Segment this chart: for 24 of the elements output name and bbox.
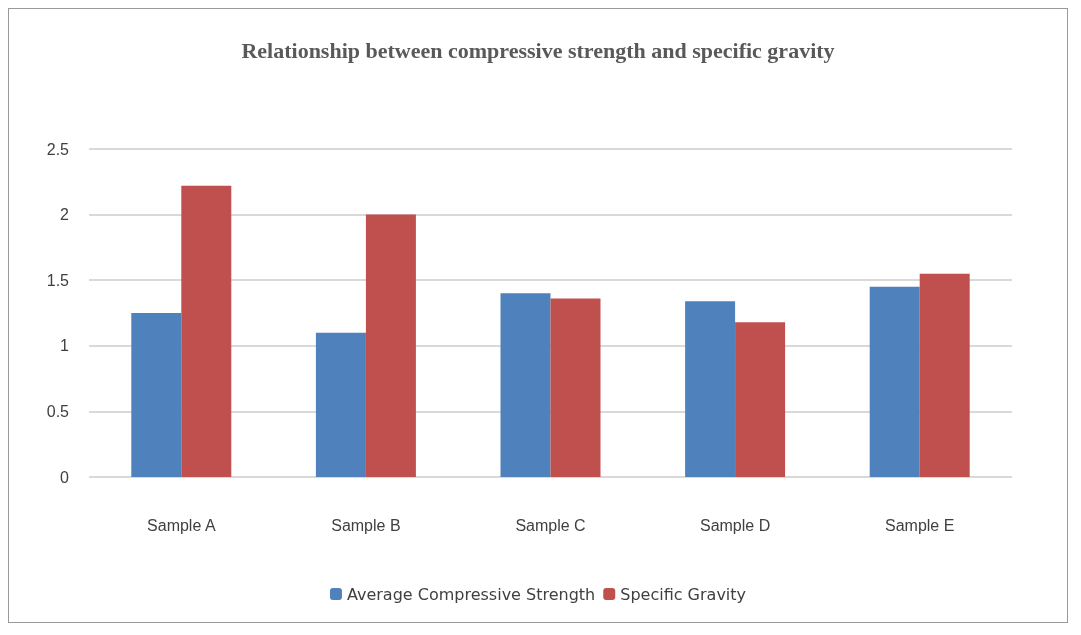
y-tick-label: 1.5: [46, 271, 70, 289]
bar: [685, 301, 736, 477]
x-tick-label: Sample B: [331, 516, 401, 534]
legend-label: Specific Gravity: [620, 584, 747, 604]
legend-label: Average Compressive Strength: [346, 584, 596, 604]
bar: [919, 273, 970, 477]
bar: [181, 185, 232, 477]
x-tick-label: Sample A: [147, 516, 216, 534]
bar: [365, 214, 416, 477]
y-tick-label: 0: [60, 468, 70, 486]
x-tick-label: Sample C: [515, 516, 586, 534]
x-tick-label: Sample E: [885, 516, 955, 534]
y-tick-label: 2: [60, 206, 70, 224]
bar: [869, 286, 920, 477]
bar: [500, 293, 551, 477]
y-tick-label: 0.5: [46, 402, 70, 420]
bar: [131, 313, 182, 477]
bar: [315, 332, 366, 477]
bar: [550, 298, 601, 477]
chart-title: Relationship between compressive strength and specific gravity: [241, 37, 835, 63]
y-tick-label: 1: [60, 337, 70, 355]
y-tick-label: 2.5: [46, 140, 70, 158]
x-tick-label: Sample D: [699, 516, 771, 534]
bar: [735, 322, 786, 477]
